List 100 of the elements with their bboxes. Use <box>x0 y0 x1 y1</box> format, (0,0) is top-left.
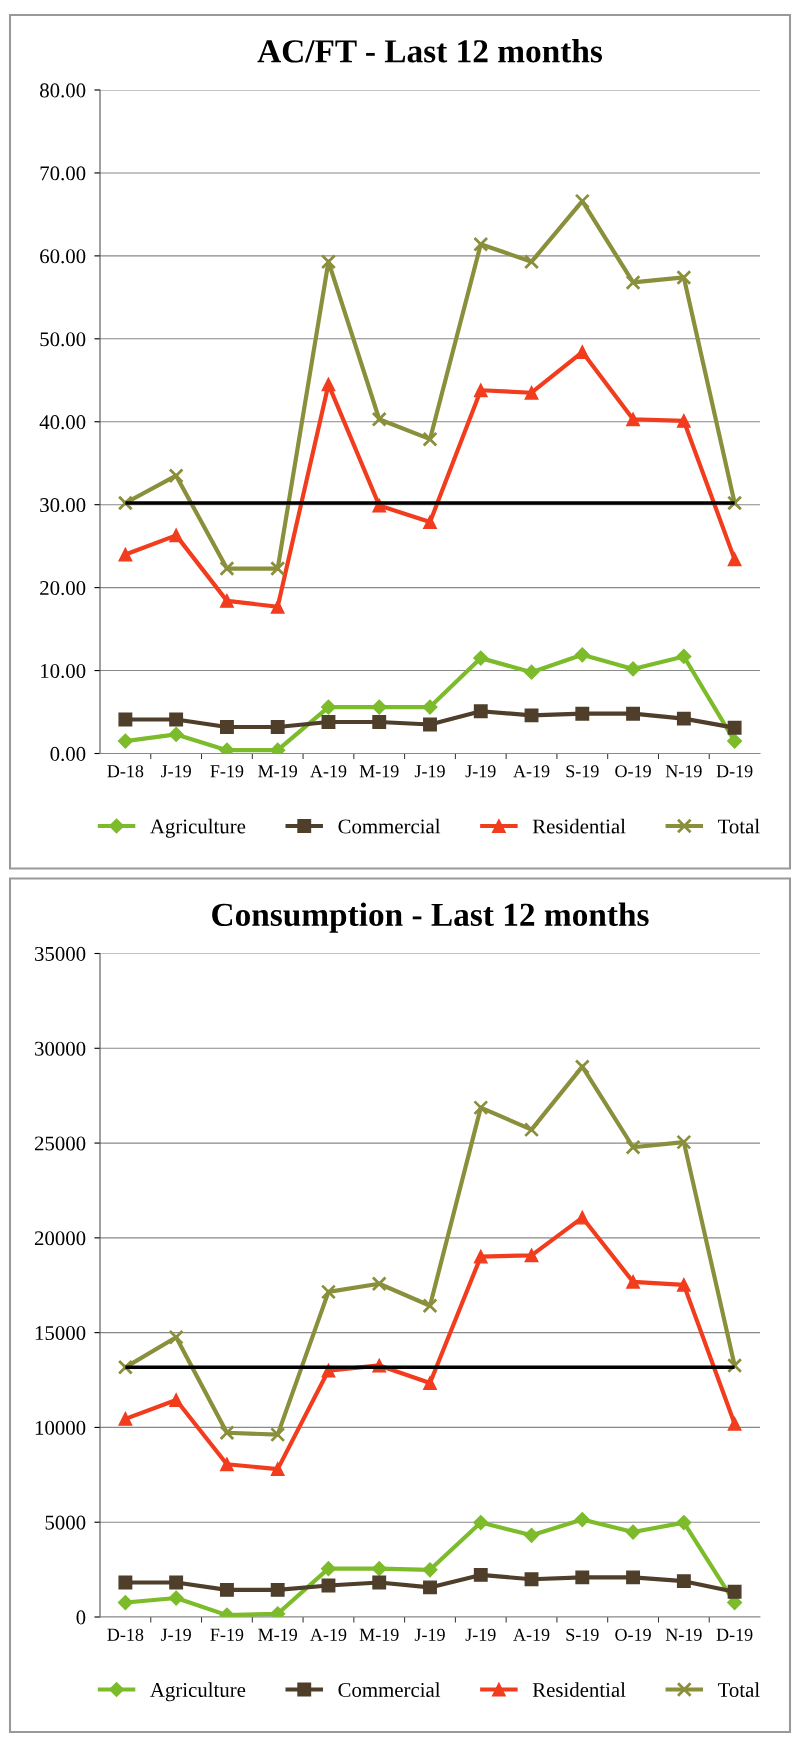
point <box>371 1276 387 1292</box>
point <box>169 528 184 543</box>
point <box>626 1274 641 1289</box>
x-tick-label: J-19 <box>160 765 191 778</box>
chart-title: AC/FT - Last 12 months <box>257 39 603 63</box>
point <box>473 1515 489 1531</box>
point <box>626 706 641 721</box>
point <box>473 236 489 252</box>
point <box>523 254 540 270</box>
x-tick-label: D-18 <box>107 1628 144 1641</box>
x-tick-label: A-19 <box>310 1628 347 1641</box>
x-tick-label: F-19 <box>210 1628 244 1641</box>
point <box>574 193 590 209</box>
point <box>625 1139 641 1155</box>
legend-label: Agriculture <box>150 1682 246 1702</box>
point <box>118 1411 133 1426</box>
y-tick-label: 0 <box>76 1610 86 1625</box>
point <box>422 1562 438 1578</box>
point <box>727 720 742 735</box>
y-tick-label: 35000 <box>35 946 86 961</box>
x-tick-label: N-19 <box>665 1628 702 1641</box>
y-tick-label: 70.00 <box>40 166 86 181</box>
legend-label: Residential <box>532 1682 626 1697</box>
point <box>321 715 336 729</box>
point <box>524 708 539 723</box>
y-tick-label: 5000 <box>45 1515 86 1530</box>
x-tick-label: A-19 <box>513 1628 550 1641</box>
x-tick-label: A-19 <box>310 765 347 778</box>
point <box>117 733 133 749</box>
point <box>473 1249 488 1264</box>
point <box>423 1376 437 1391</box>
point <box>676 1277 691 1292</box>
point <box>320 254 337 270</box>
legend-label: Total <box>717 1682 760 1697</box>
point <box>270 560 286 577</box>
point <box>270 1462 285 1477</box>
point <box>625 661 641 677</box>
x-tick-label: A-19 <box>513 765 550 778</box>
point <box>473 1567 488 1582</box>
point <box>423 1580 437 1595</box>
point <box>523 1527 540 1543</box>
y-tick-label: 30.00 <box>40 498 86 513</box>
y-tick-label: 80.00 <box>40 83 86 98</box>
y-tick-label: 30000 <box>35 1041 86 1056</box>
point <box>219 1582 234 1597</box>
point <box>676 648 692 665</box>
point <box>270 720 285 734</box>
point <box>473 1099 489 1116</box>
point <box>219 1425 235 1441</box>
point <box>422 1298 438 1314</box>
point <box>727 1584 742 1599</box>
y-tick-label: 0.00 <box>50 746 86 762</box>
y-tick-label: 50.00 <box>40 332 86 347</box>
y-tick-label: 40.00 <box>39 415 86 430</box>
x-tick-label: S-19 <box>566 1628 599 1641</box>
point <box>473 650 489 666</box>
y-tick-label: 15000 <box>35 1326 86 1341</box>
y-tick-label: 20.00 <box>40 581 86 596</box>
legend-label: Total <box>717 818 760 834</box>
point <box>371 699 387 715</box>
point <box>523 664 540 680</box>
point <box>423 717 437 732</box>
legend-label: Residential <box>532 818 626 834</box>
point <box>575 1570 590 1585</box>
x-tick-label: M-19 <box>258 765 298 778</box>
point <box>118 1575 133 1590</box>
point <box>168 468 184 484</box>
point <box>219 1457 234 1472</box>
x-tick-label: J-19 <box>414 1628 445 1641</box>
point <box>320 1561 337 1577</box>
y-tick-label: 25000 <box>34 1136 86 1151</box>
point <box>372 1575 387 1590</box>
x-tick-label: D-19 <box>716 765 753 778</box>
point <box>626 1570 641 1585</box>
point <box>168 1329 184 1345</box>
point <box>169 712 184 727</box>
point <box>270 1427 286 1443</box>
point <box>676 1134 692 1150</box>
x-tick-label: M-19 <box>359 765 399 778</box>
point <box>473 383 488 398</box>
y-tick-label: 60.00 <box>40 249 86 264</box>
point <box>574 1059 590 1075</box>
point <box>524 1248 539 1263</box>
point <box>169 1575 184 1590</box>
point <box>117 1595 133 1611</box>
x-tick-label: J-19 <box>414 765 445 778</box>
point <box>320 1284 337 1300</box>
point <box>574 1511 590 1528</box>
point <box>676 269 692 286</box>
point <box>676 413 691 428</box>
y-tick-label: 10.00 <box>41 663 86 679</box>
point <box>321 377 336 392</box>
point <box>219 593 234 608</box>
x-tick-label: D-19 <box>716 1628 753 1641</box>
x-tick-label: M-19 <box>258 1628 298 1641</box>
point <box>422 431 438 447</box>
point <box>270 1582 285 1597</box>
point <box>625 1524 641 1540</box>
point <box>169 1392 184 1407</box>
point <box>117 1359 134 1375</box>
